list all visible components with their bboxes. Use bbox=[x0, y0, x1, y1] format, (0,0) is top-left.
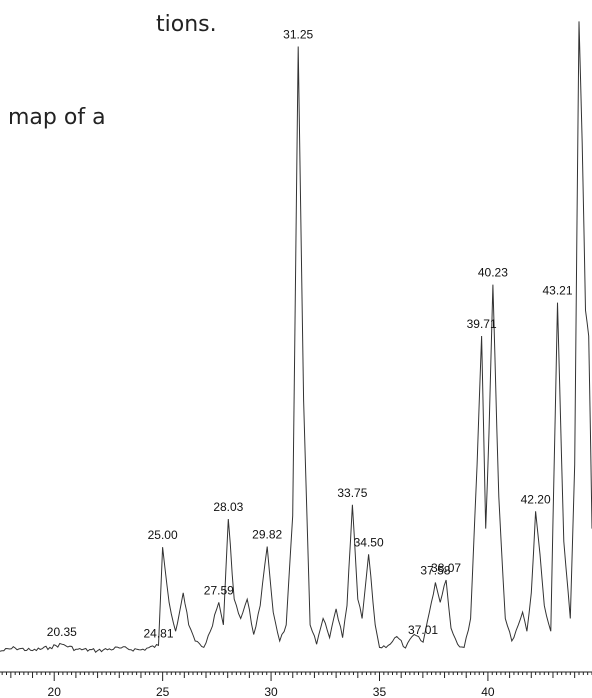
x-tick-label: 40 bbox=[481, 685, 495, 698]
peak-label: 29.82 bbox=[252, 528, 282, 542]
peak-label: 27.59 bbox=[204, 583, 234, 597]
peak-label: 25.00 bbox=[148, 528, 178, 542]
peak-label: 34.50 bbox=[354, 535, 384, 549]
peak-label: 33.75 bbox=[337, 486, 367, 500]
peak-label: 24.81 bbox=[144, 626, 174, 640]
page-text-left: map of a bbox=[8, 105, 106, 130]
peak-label: 31.25 bbox=[283, 27, 313, 41]
peak-label: 37.01 bbox=[408, 623, 438, 637]
peak-label: 39.71 bbox=[467, 317, 497, 331]
peak-label: 43.21 bbox=[543, 284, 573, 298]
trace-layer bbox=[0, 21, 592, 653]
x-tick-label: 35 bbox=[373, 685, 387, 698]
peak-label: 38.07 bbox=[431, 561, 461, 575]
x-tick-label: 20 bbox=[48, 685, 62, 698]
peak-label: 20.35 bbox=[47, 625, 77, 639]
peak-labels: 20.35 24.81 25.00 27.59 28.03 29.82 31.25 33.75… bbox=[47, 27, 573, 640]
peak-label: 28.03 bbox=[213, 500, 243, 514]
peak-label: 42.20 bbox=[521, 492, 551, 506]
peak-label: 37.58 bbox=[420, 564, 450, 578]
chromatogram-trace bbox=[0, 21, 592, 653]
page-text-top: tions. bbox=[156, 12, 217, 37]
x-axis: 20 25 30 35 40 bbox=[0, 671, 592, 698]
peak-label: 40.23 bbox=[478, 266, 508, 280]
x-tick-label: 30 bbox=[264, 685, 278, 698]
x-tick-label: 25 bbox=[156, 685, 170, 698]
